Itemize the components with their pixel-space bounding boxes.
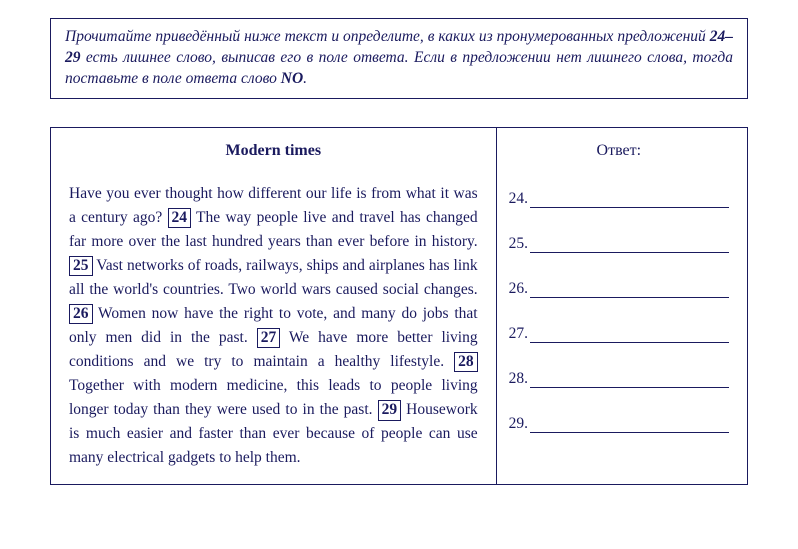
instructions-text-1: Прочитайте приведённый ниже текст и опре… <box>65 28 710 45</box>
answer-num-29: 29. <box>509 415 528 433</box>
answer-num-28: 28. <box>509 370 528 388</box>
sentence-marker-24: 24 <box>168 208 192 229</box>
answer-title: Ответ: <box>509 142 729 160</box>
answer-num-25: 25. <box>509 235 528 253</box>
answer-num-27: 27. <box>509 325 528 343</box>
instructions-text-2: есть лишнее слово, выписав его в поле от… <box>65 49 733 87</box>
answer-line-26: 26. <box>509 280 729 298</box>
sentence-marker-29: 29 <box>378 400 402 421</box>
sentence-marker-25: 25 <box>69 256 93 277</box>
answer-input-28[interactable] <box>530 372 729 388</box>
answer-num-24: 24. <box>509 190 528 208</box>
answer-input-25[interactable] <box>530 237 729 253</box>
sentence-marker-27: 27 <box>257 328 281 349</box>
sentence-marker-26: 26 <box>69 304 93 325</box>
answer-input-24[interactable] <box>530 192 729 208</box>
answer-input-27[interactable] <box>530 327 729 343</box>
passage-cell: Modern times Have you ever thought how d… <box>51 127 497 484</box>
answer-input-26[interactable] <box>530 282 729 298</box>
instructions-text-3: . <box>303 70 307 87</box>
sentence-25: Vast networks of roads, railways, ships … <box>69 257 478 298</box>
passage-title: Modern times <box>69 142 478 160</box>
instructions-box: Прочитайте приведённый ниже текст и опре… <box>50 18 748 99</box>
answer-input-29[interactable] <box>530 417 729 433</box>
answer-line-25: 25. <box>509 235 729 253</box>
answer-num-26: 26. <box>509 280 528 298</box>
exercise-table: Modern times Have you ever thought how d… <box>50 127 748 485</box>
passage-body: Have you ever thought how different our … <box>69 182 478 470</box>
answer-line-24: 24. <box>509 190 729 208</box>
answer-line-28: 28. <box>509 370 729 388</box>
sentence-marker-28: 28 <box>454 352 478 373</box>
instructions-no: NO <box>281 70 303 87</box>
answer-line-27: 27. <box>509 325 729 343</box>
answer-cell: Ответ: 24. 25. 26. 27. 28. 29. <box>496 127 747 484</box>
answer-line-29: 29. <box>509 415 729 433</box>
